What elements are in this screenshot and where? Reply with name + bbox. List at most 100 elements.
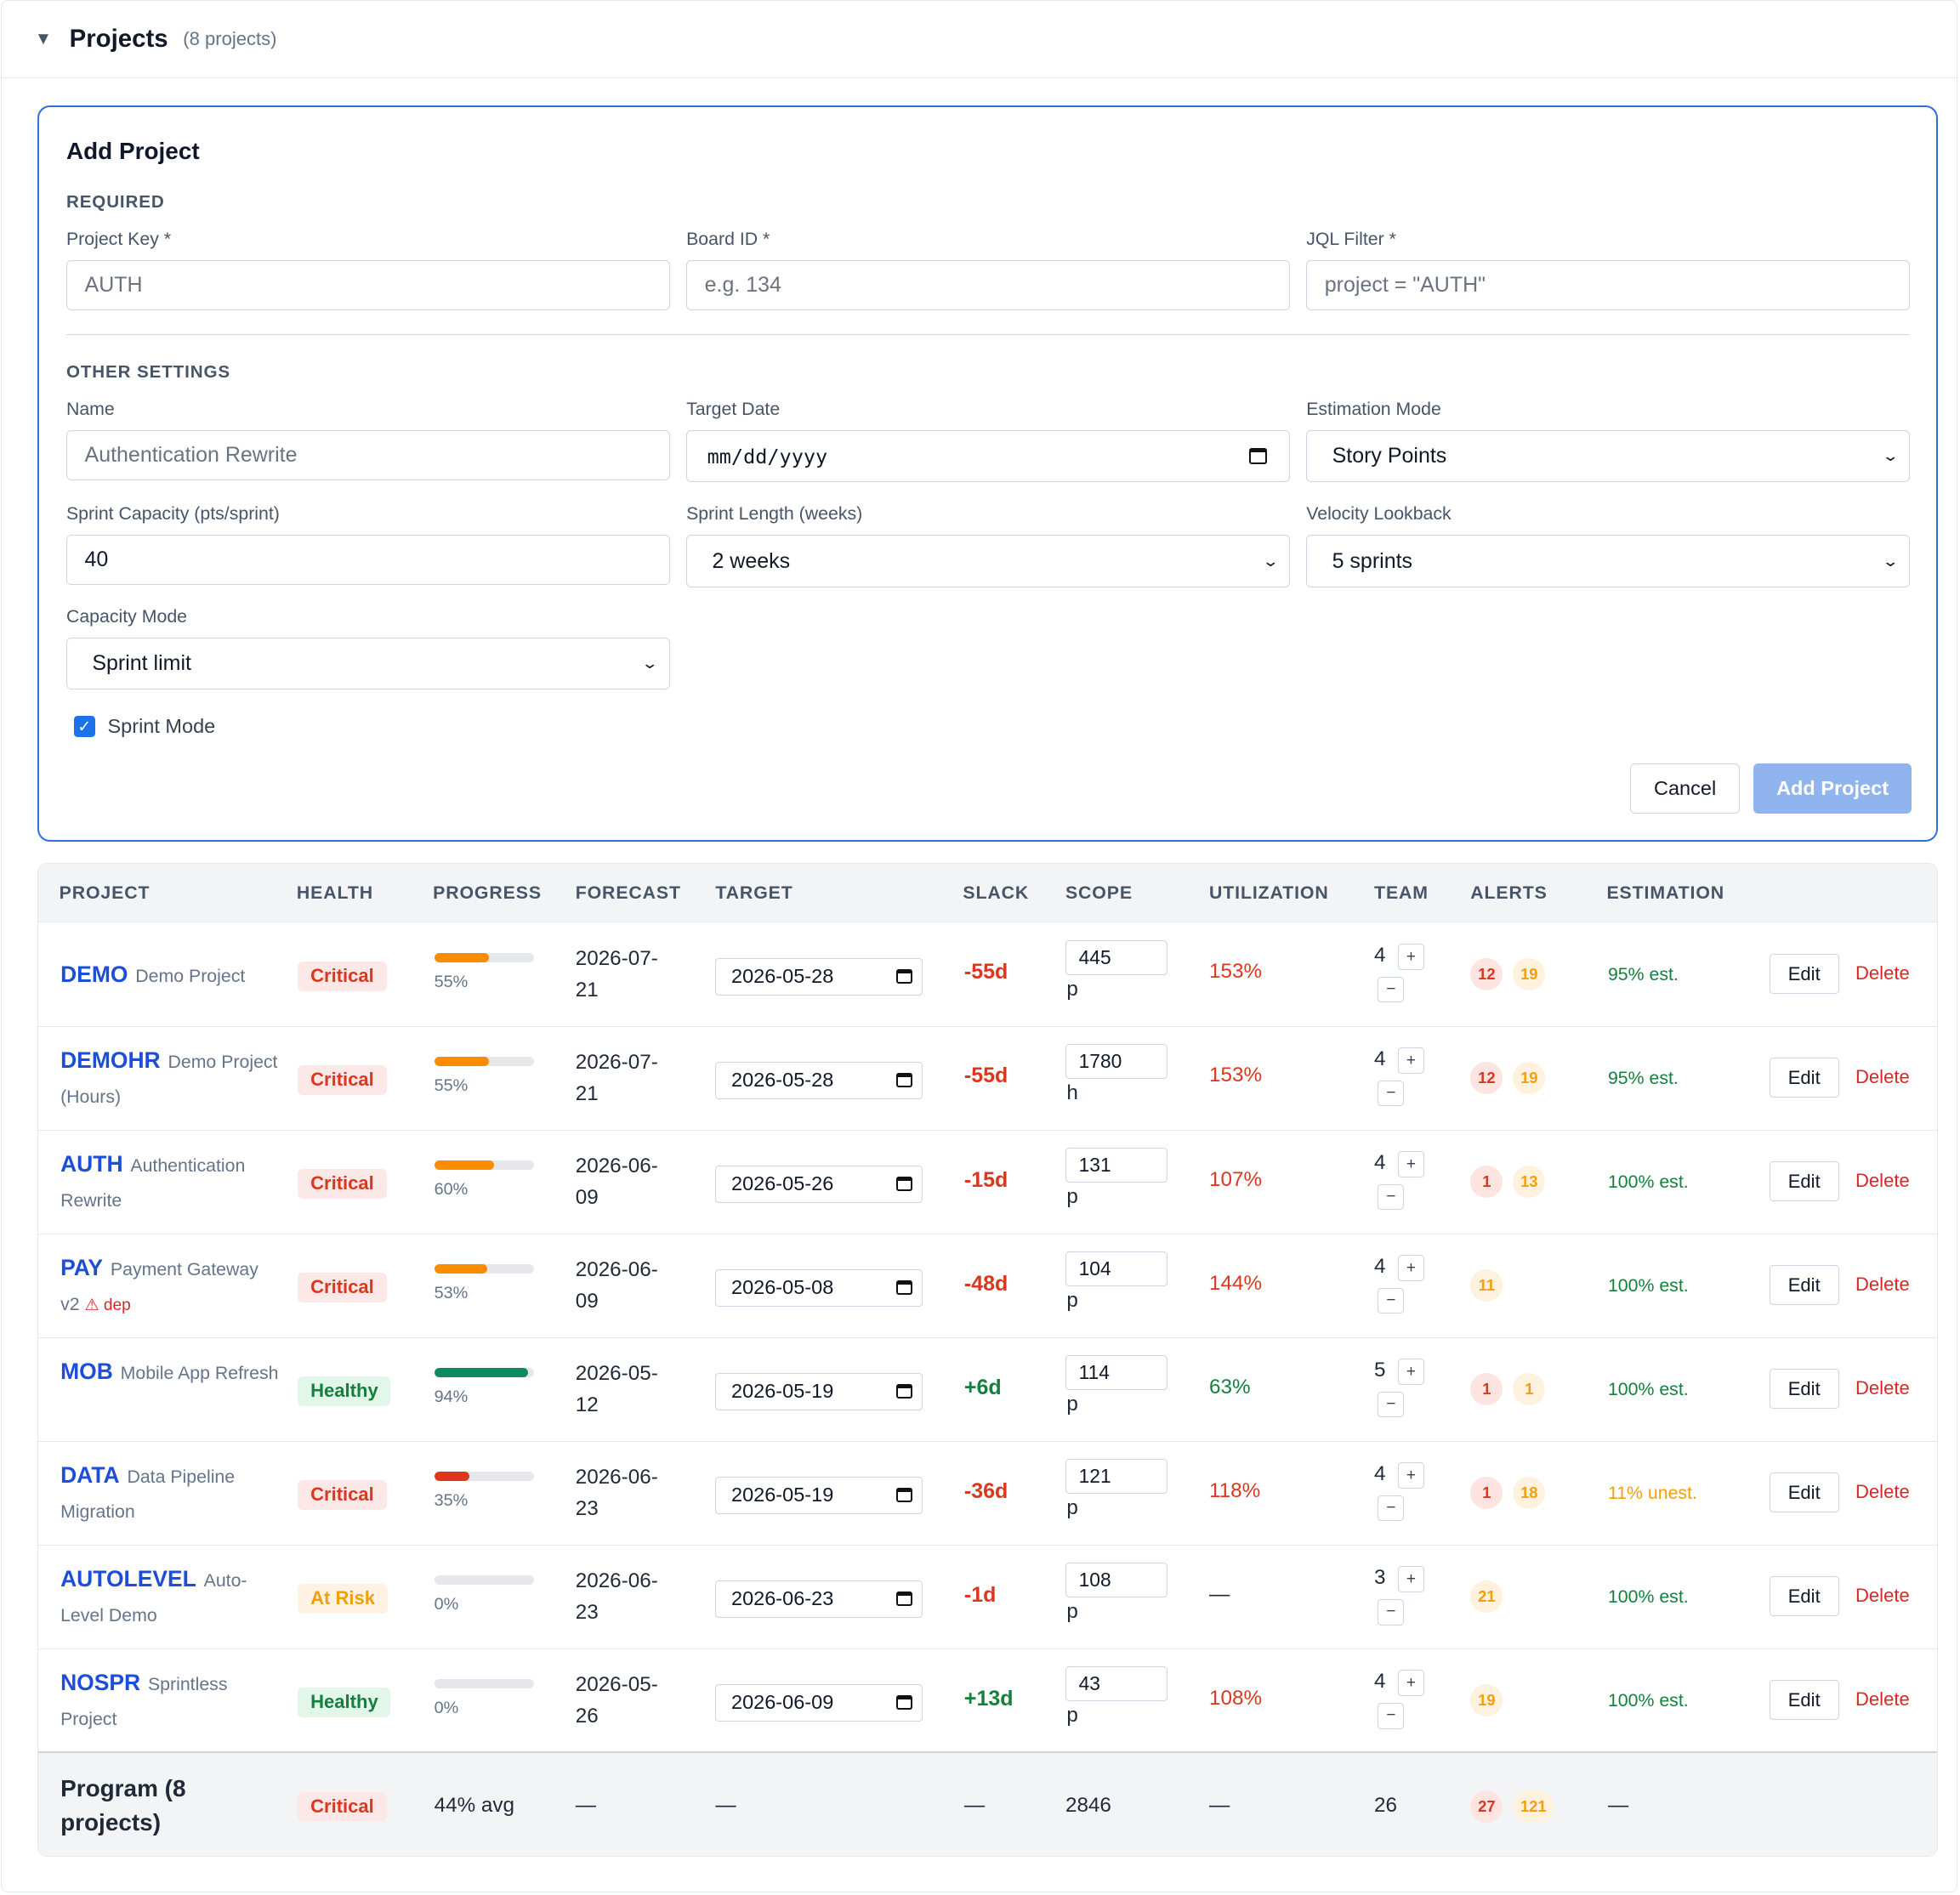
- team-decrement-button[interactable]: −: [1378, 1495, 1405, 1522]
- progress-bar-fill: [434, 1367, 529, 1378]
- edit-button[interactable]: Edit: [1769, 1369, 1839, 1410]
- forecast-date: 2026-06- 09: [576, 1151, 688, 1214]
- alert-count-orange[interactable]: 19: [1513, 957, 1546, 990]
- calendar-icon[interactable]: [895, 1383, 912, 1399]
- project-key-link[interactable]: DEMOHR: [60, 1047, 161, 1073]
- team-decrement-button[interactable]: −: [1378, 1598, 1405, 1626]
- delete-button[interactable]: Delete: [1855, 1170, 1910, 1192]
- edit-button[interactable]: Edit: [1769, 1161, 1839, 1202]
- cancel-button[interactable]: Cancel: [1629, 763, 1741, 814]
- project-key-link[interactable]: PAY: [60, 1254, 104, 1280]
- alert-count-orange[interactable]: 19: [1513, 1061, 1546, 1094]
- team-increment-button[interactable]: +: [1397, 1255, 1424, 1282]
- calendar-icon[interactable]: [1249, 448, 1267, 465]
- name-input[interactable]: Authentication Rewrite: [65, 429, 670, 480]
- project-key-link[interactable]: AUTOLEVEL: [60, 1566, 196, 1592]
- jql-filter-input[interactable]: project = "AUTH": [1306, 259, 1911, 310]
- project-key-link[interactable]: DEMO: [60, 961, 128, 987]
- capacity-mode-select[interactable]: Sprint limit ⌄: [65, 637, 670, 690]
- scope-input[interactable]: 445: [1065, 939, 1168, 976]
- project-key-input[interactable]: AUTH: [65, 259, 670, 310]
- dependency-warning[interactable]: ⚠ dep: [84, 1296, 130, 1314]
- sprint-mode-checkbox[interactable]: ✓: [73, 716, 95, 738]
- alert-count-red[interactable]: 1: [1470, 1372, 1503, 1405]
- alert-count-orange[interactable]: 19: [1470, 1683, 1503, 1716]
- alert-count-orange[interactable]: 21: [1470, 1580, 1503, 1613]
- calendar-icon[interactable]: [895, 1279, 912, 1296]
- team-decrement-button[interactable]: −: [1378, 1287, 1405, 1314]
- target-date-input[interactable]: 2026-05-08: [715, 1268, 923, 1307]
- target-date-input[interactable]: 2026-06-09: [715, 1683, 923, 1722]
- scope-input[interactable]: 114: [1065, 1355, 1168, 1391]
- delete-button[interactable]: Delete: [1855, 1688, 1910, 1711]
- target-date-input[interactable]: 2026-05-28: [715, 1061, 923, 1099]
- edit-button[interactable]: Edit: [1769, 954, 1839, 995]
- project-key-link[interactable]: AUTH: [60, 1150, 123, 1177]
- edit-button[interactable]: Edit: [1769, 1058, 1839, 1098]
- scope-input[interactable]: 1780: [1065, 1043, 1168, 1080]
- alert-count-orange[interactable]: 11: [1470, 1268, 1503, 1302]
- target-date-input[interactable]: 2026-05-28: [715, 957, 923, 996]
- edit-button[interactable]: Edit: [1769, 1680, 1839, 1721]
- calendar-icon[interactable]: [895, 968, 912, 984]
- calendar-icon[interactable]: [895, 1694, 912, 1711]
- alert-count-red[interactable]: 12: [1470, 1061, 1503, 1094]
- team-increment-button[interactable]: +: [1397, 1670, 1424, 1697]
- alert-count-orange[interactable]: 18: [1513, 1476, 1546, 1509]
- team-decrement-button[interactable]: −: [1378, 1702, 1405, 1729]
- sprint-capacity-input[interactable]: 40: [65, 535, 670, 585]
- team-increment-button[interactable]: +: [1397, 1047, 1424, 1075]
- delete-button[interactable]: Delete: [1855, 1377, 1910, 1399]
- scope-input[interactable]: 108: [1065, 1563, 1168, 1598]
- team-decrement-button[interactable]: −: [1378, 1183, 1405, 1211]
- sprint-mode-label[interactable]: Sprint Mode: [107, 714, 216, 737]
- project-key-link[interactable]: DATA: [60, 1462, 120, 1488]
- alert-count-red[interactable]: 1: [1470, 1165, 1503, 1198]
- calendar-icon[interactable]: [895, 1591, 912, 1607]
- projects-header[interactable]: ▼ Projects (8 projects): [2, 1, 1957, 79]
- team-decrement-button[interactable]: −: [1378, 1391, 1405, 1418]
- target-date-input[interactable]: 2026-06-23: [715, 1580, 923, 1618]
- alert-count-orange[interactable]: 1: [1513, 1372, 1546, 1405]
- delete-button[interactable]: Delete: [1855, 1274, 1910, 1296]
- scope-input[interactable]: 131: [1065, 1147, 1168, 1183]
- delete-button[interactable]: Delete: [1855, 1066, 1910, 1088]
- alert-count-red[interactable]: 12: [1470, 957, 1503, 990]
- edit-button[interactable]: Edit: [1769, 1576, 1839, 1617]
- calendar-icon[interactable]: [895, 1487, 912, 1503]
- calendar-icon[interactable]: [895, 1072, 912, 1088]
- project-key-link[interactable]: MOB: [60, 1359, 113, 1384]
- alert-count-orange[interactable]: 13: [1513, 1165, 1546, 1198]
- team-increment-button[interactable]: +: [1397, 1462, 1424, 1489]
- target-date-input[interactable]: 2026-05-26: [715, 1165, 923, 1203]
- team-decrement-button[interactable]: −: [1378, 976, 1405, 1003]
- add-project-button[interactable]: Add Project: [1753, 763, 1912, 814]
- chevron-down-icon: ⌄: [641, 655, 660, 672]
- estimation-mode-select[interactable]: Story Points ⌄: [1306, 429, 1911, 483]
- alert-count-red[interactable]: 1: [1470, 1476, 1503, 1509]
- delete-button[interactable]: Delete: [1855, 1585, 1910, 1607]
- team-increment-button[interactable]: +: [1397, 1359, 1424, 1386]
- col-project: PROJECT: [59, 882, 151, 904]
- slack-value: -48d: [963, 1271, 1008, 1296]
- delete-button[interactable]: Delete: [1855, 962, 1910, 984]
- team-increment-button[interactable]: +: [1397, 1151, 1424, 1178]
- delete-button[interactable]: Delete: [1855, 1481, 1910, 1503]
- team-increment-button[interactable]: +: [1397, 1566, 1424, 1593]
- scope-input[interactable]: 104: [1065, 1251, 1168, 1287]
- project-key-link[interactable]: NOSPR: [60, 1670, 141, 1696]
- edit-button[interactable]: Edit: [1769, 1472, 1839, 1513]
- edit-button[interactable]: Edit: [1769, 1265, 1839, 1306]
- sprint-length-select[interactable]: 2 weeks ⌄: [686, 535, 1291, 587]
- collapse-triangle-icon[interactable]: ▼: [34, 29, 53, 49]
- velocity-lookback-select[interactable]: 5 sprints ⌄: [1306, 535, 1911, 587]
- team-increment-button[interactable]: +: [1397, 944, 1424, 971]
- target-date-input[interactable]: 2026-05-19: [715, 1476, 923, 1514]
- scope-input[interactable]: 121: [1065, 1459, 1168, 1495]
- team-decrement-button[interactable]: −: [1378, 1080, 1405, 1107]
- calendar-icon[interactable]: [895, 1176, 912, 1192]
- target-date-input[interactable]: mm/dd/yyyy: [686, 429, 1291, 483]
- scope-input[interactable]: 43: [1065, 1666, 1168, 1702]
- target-date-input[interactable]: 2026-05-19: [715, 1372, 923, 1410]
- board-id-input[interactable]: e.g. 134: [686, 259, 1291, 310]
